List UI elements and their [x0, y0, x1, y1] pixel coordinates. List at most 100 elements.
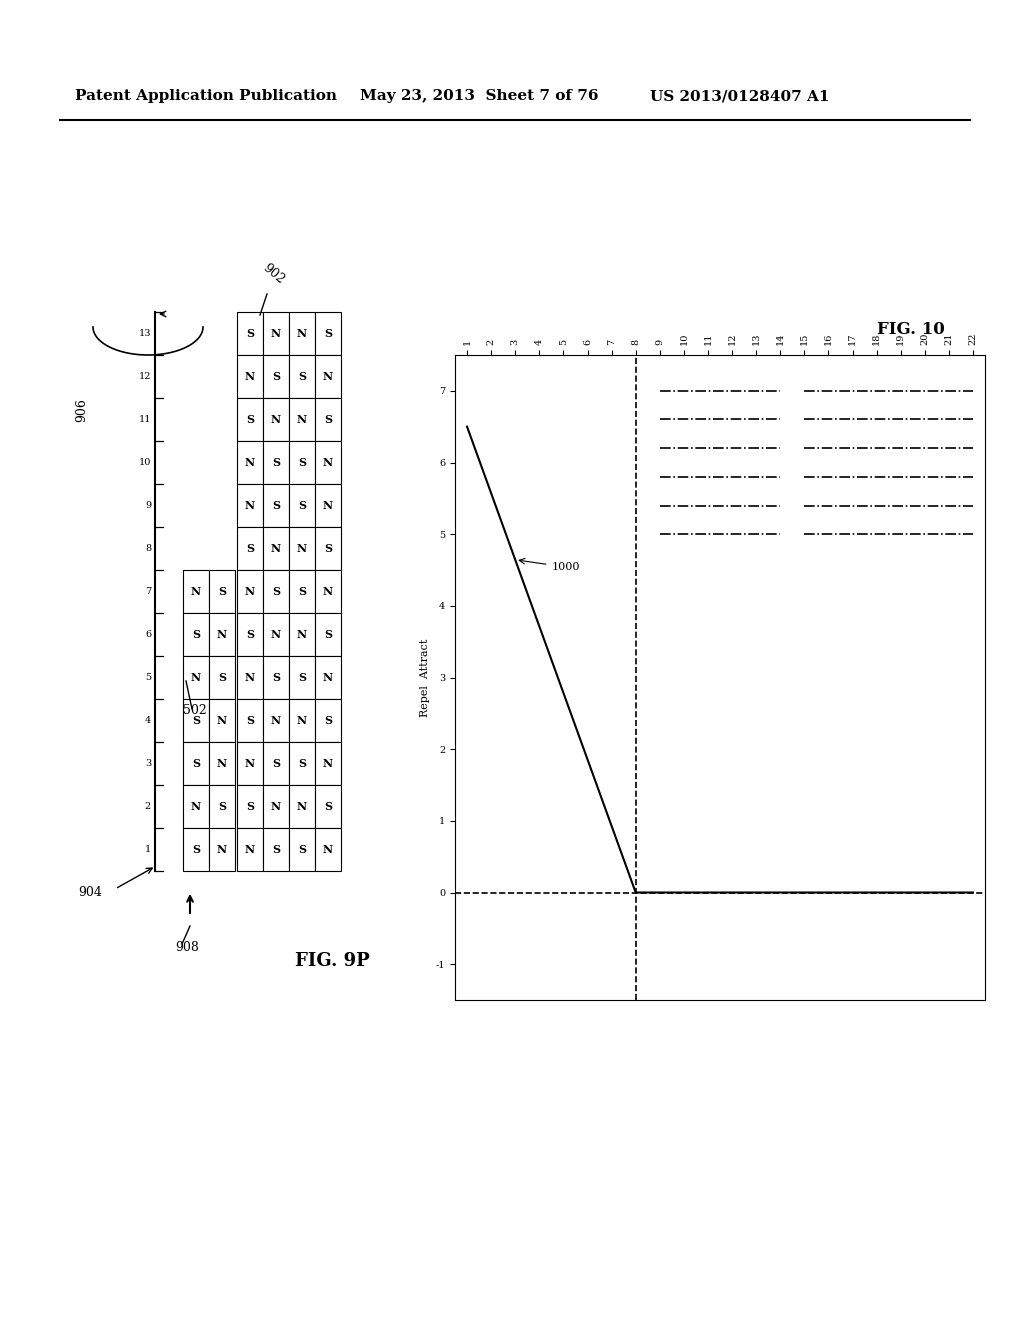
Bar: [209, 785, 234, 828]
Bar: [263, 399, 289, 441]
Bar: [289, 399, 315, 441]
Text: 4: 4: [144, 715, 151, 725]
Text: S: S: [324, 801, 332, 812]
Bar: [237, 570, 263, 612]
Bar: [289, 742, 315, 785]
Bar: [289, 785, 315, 828]
Text: S: S: [193, 843, 200, 855]
Bar: [289, 355, 315, 399]
Bar: [315, 785, 341, 828]
Text: S: S: [193, 758, 200, 770]
Text: N: N: [217, 715, 227, 726]
Bar: [183, 570, 209, 612]
Text: S: S: [246, 327, 254, 339]
Bar: [263, 742, 289, 785]
Text: N: N: [245, 586, 255, 597]
Text: N: N: [297, 630, 307, 640]
Text: 11: 11: [138, 414, 151, 424]
Bar: [183, 656, 209, 700]
Text: S: S: [193, 715, 200, 726]
Text: S: S: [298, 586, 306, 597]
Text: 7: 7: [144, 587, 151, 597]
Bar: [289, 700, 315, 742]
Text: 13: 13: [138, 329, 151, 338]
Text: 10: 10: [138, 458, 151, 467]
Text: N: N: [323, 457, 333, 469]
Text: N: N: [271, 327, 281, 339]
Bar: [315, 484, 341, 527]
Bar: [183, 828, 209, 871]
Bar: [183, 742, 209, 785]
Text: S: S: [298, 457, 306, 469]
Text: 906: 906: [75, 399, 88, 422]
Text: N: N: [323, 672, 333, 682]
Bar: [209, 742, 234, 785]
Text: S: S: [246, 801, 254, 812]
Text: 1000: 1000: [519, 558, 580, 572]
Text: N: N: [271, 543, 281, 554]
Text: N: N: [271, 414, 281, 425]
Text: S: S: [272, 758, 280, 770]
Text: S: S: [298, 758, 306, 770]
Text: 12: 12: [138, 372, 151, 381]
Bar: [289, 612, 315, 656]
Text: N: N: [323, 371, 333, 381]
Text: S: S: [298, 500, 306, 511]
Text: S: S: [324, 715, 332, 726]
Text: 9: 9: [144, 502, 151, 510]
Text: S: S: [298, 371, 306, 381]
Bar: [315, 312, 341, 355]
Bar: [237, 484, 263, 527]
Bar: [237, 399, 263, 441]
Text: S: S: [324, 543, 332, 554]
Text: S: S: [324, 414, 332, 425]
Bar: [315, 570, 341, 612]
Text: S: S: [324, 327, 332, 339]
Bar: [315, 399, 341, 441]
Bar: [209, 656, 234, 700]
Text: S: S: [324, 630, 332, 640]
Bar: [263, 484, 289, 527]
Bar: [237, 312, 263, 355]
Text: 908: 908: [175, 941, 199, 954]
Text: N: N: [323, 586, 333, 597]
Text: S: S: [272, 457, 280, 469]
Text: S: S: [272, 371, 280, 381]
Bar: [237, 700, 263, 742]
Bar: [315, 656, 341, 700]
Text: 902: 902: [260, 261, 287, 286]
Text: US 2013/0128407 A1: US 2013/0128407 A1: [650, 88, 829, 103]
Bar: [289, 527, 315, 570]
Text: N: N: [245, 457, 255, 469]
Bar: [315, 527, 341, 570]
Text: N: N: [323, 758, 333, 770]
Bar: [237, 355, 263, 399]
Bar: [315, 700, 341, 742]
Text: N: N: [190, 801, 201, 812]
Text: 6: 6: [144, 630, 151, 639]
Text: N: N: [190, 672, 201, 682]
Bar: [315, 828, 341, 871]
Bar: [183, 700, 209, 742]
Text: N: N: [245, 371, 255, 381]
Bar: [183, 785, 209, 828]
Text: S: S: [298, 843, 306, 855]
Bar: [263, 828, 289, 871]
Text: N: N: [217, 843, 227, 855]
Bar: [263, 785, 289, 828]
Bar: [263, 612, 289, 656]
Bar: [263, 527, 289, 570]
Text: S: S: [298, 672, 306, 682]
Text: 904: 904: [78, 886, 101, 899]
Text: 2: 2: [144, 803, 151, 810]
Bar: [315, 441, 341, 484]
Text: FIG. 9P: FIG. 9P: [295, 952, 370, 970]
Text: S: S: [218, 801, 226, 812]
Bar: [237, 785, 263, 828]
Bar: [209, 700, 234, 742]
Text: N: N: [297, 327, 307, 339]
Text: S: S: [272, 843, 280, 855]
Text: N: N: [271, 801, 281, 812]
Bar: [315, 612, 341, 656]
Text: S: S: [272, 500, 280, 511]
